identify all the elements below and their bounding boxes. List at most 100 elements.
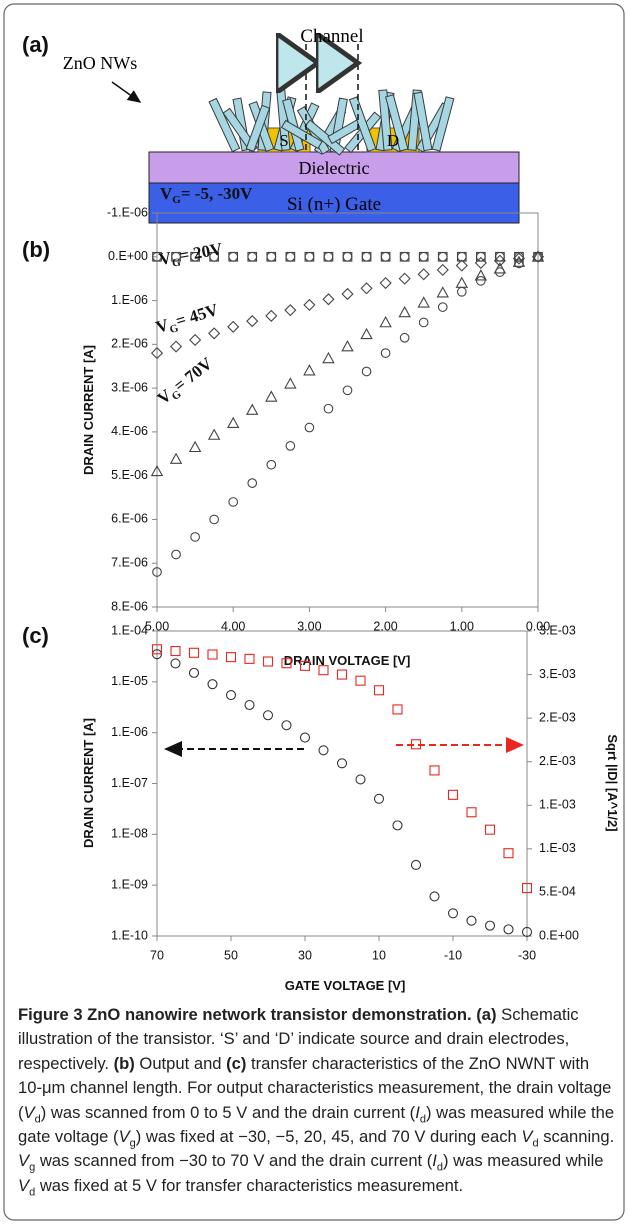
marker [436, 286, 449, 298]
marker [417, 296, 430, 308]
annotation: VG= -5, -30V [160, 184, 253, 206]
marker [151, 644, 163, 655]
y2-axis-title: Sqrt |ID| [A^1/2] [605, 734, 620, 831]
marker [209, 514, 219, 525]
caption-sub: d [532, 1137, 539, 1150]
schematic: (a) [22, 26, 520, 224]
marker [493, 254, 506, 267]
figure-border [3, 3, 625, 1221]
marker [392, 704, 403, 715]
y-tick-label: 2.E-06 [111, 337, 148, 351]
marker [361, 366, 372, 377]
x-tick-label: -10 [444, 948, 462, 962]
marker [336, 758, 348, 769]
caption-bold: Figure 3 ZnO nanowire network transistor… [18, 1005, 472, 1024]
transfer-chart: (c) GATE VOLTAGE [V] DRAIN CURRENT [A] S… [22, 623, 620, 993]
marker [521, 883, 533, 894]
marker [207, 679, 218, 690]
caption-italic: V [521, 1127, 533, 1147]
marker [474, 269, 488, 281]
marker [323, 403, 334, 414]
marker [398, 272, 411, 285]
marker [512, 255, 526, 267]
marker [225, 689, 237, 701]
marker [207, 428, 221, 440]
marker [503, 924, 514, 935]
marker [476, 251, 486, 262]
marker [429, 765, 440, 776]
caption-italic: I [432, 1151, 437, 1171]
marker [208, 327, 221, 340]
marker [418, 251, 429, 262]
y-axis-title: DRAIN CURRENT [A] [81, 345, 96, 475]
caption-italic: V [18, 1151, 30, 1171]
y-tick-label: 1.E-04 [111, 623, 148, 637]
x-axis-title: DRAIN VOLTAGE [V] [284, 653, 411, 668]
marker [299, 732, 311, 743]
marker [355, 675, 366, 686]
marker [285, 251, 296, 262]
x-tick-label: 2.00 [373, 619, 397, 633]
series [152, 251, 543, 577]
marker [476, 276, 486, 286]
caption-italic: V [18, 1175, 30, 1195]
x-tick-label: 3.00 [297, 619, 321, 633]
annotation: VG= 20V [157, 239, 225, 272]
caption-sub: d [419, 1112, 426, 1125]
caption-text: Schematic illustration of the transistor… [18, 1005, 579, 1073]
marker [228, 497, 239, 507]
marker [285, 441, 296, 451]
marker [380, 348, 391, 358]
marker [244, 699, 255, 711]
series [151, 644, 533, 894]
dielectric-label: Dielectric [299, 158, 370, 178]
caption-text: transfer characteristics of the ZnO NWNT… [18, 1053, 612, 1122]
marker [466, 915, 477, 926]
y-tick-label: 5.E-06 [111, 468, 148, 482]
y2-tick-label: 3.E-03 [539, 623, 576, 637]
marker [474, 256, 487, 269]
gate-label: Si (n+) Gate [287, 194, 381, 215]
y2-tick-label: 5.E-04 [539, 885, 576, 899]
y2-tick-label: 1.E-03 [539, 798, 576, 812]
caption-bold: (b) [113, 1053, 135, 1073]
annotation-sub: G [171, 256, 182, 269]
panel-label: (b) [22, 237, 50, 262]
marker [521, 926, 533, 938]
marker [304, 422, 315, 433]
plot-frame [156, 212, 539, 608]
marker [246, 403, 259, 415]
marker [318, 745, 329, 756]
marker [512, 252, 526, 265]
marker [303, 298, 316, 312]
x-tick-label: 30 [298, 948, 312, 962]
annotation-main: V [157, 248, 173, 269]
y-tick-label: 1.E-06 [111, 725, 148, 739]
marker [410, 739, 422, 750]
caption-text: ) was measured while the gate voltage ( [18, 1102, 615, 1147]
marker [355, 774, 366, 785]
marker [152, 567, 162, 577]
annotation: VG= 45V [154, 300, 222, 340]
annotation-tail: = -5, -30V [181, 184, 253, 203]
marker [399, 251, 410, 262]
marker [190, 532, 200, 542]
y2-tick-label: 1.E-03 [539, 841, 576, 855]
caption-bold: (a) [476, 1005, 497, 1024]
x-tick-label: 0.00 [526, 619, 550, 633]
marker [533, 251, 543, 262]
marker [456, 251, 467, 262]
y2-tick-label: 2.E-03 [539, 710, 576, 724]
y-tick-label: 8.E-06 [111, 599, 148, 613]
marker [281, 658, 292, 669]
marker [447, 789, 459, 800]
marker [247, 478, 258, 488]
y-tick-label: 1.E-07 [111, 776, 148, 790]
drain-label: D [387, 131, 399, 150]
marker [188, 440, 202, 453]
marker [455, 259, 468, 272]
marker [336, 669, 348, 680]
marker [379, 316, 392, 328]
